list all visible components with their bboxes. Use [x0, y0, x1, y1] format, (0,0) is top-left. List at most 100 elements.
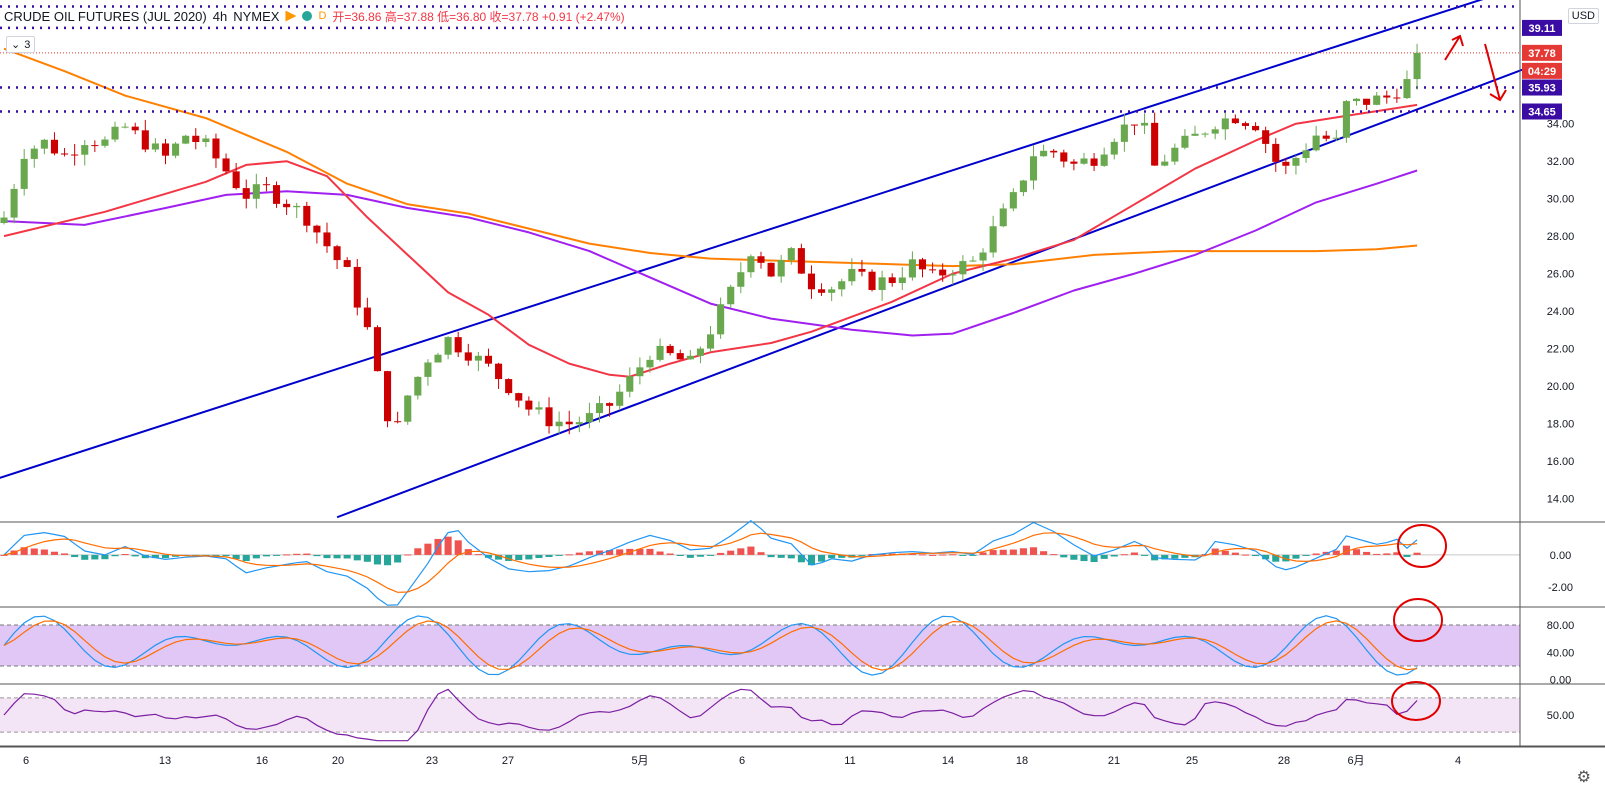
time-tick-label: 21 — [1108, 755, 1120, 767]
macd-histogram-bar — [384, 554, 392, 566]
candle-body — [1040, 150, 1048, 157]
macd-histogram-bar — [1352, 549, 1361, 555]
macd-histogram-bar — [151, 554, 159, 559]
candle-body — [40, 139, 48, 149]
stoch-tick-label: 0.00 — [1550, 675, 1571, 687]
annotation-circle — [1397, 524, 1447, 568]
candle-body — [1110, 141, 1118, 155]
candle-body — [474, 355, 482, 361]
macd-histogram-bar — [505, 554, 513, 561]
candle-body — [222, 158, 230, 172]
macd-histogram-bar — [595, 550, 604, 555]
macd-histogram-bar — [1231, 552, 1239, 555]
ohlc-values: 开=36.86 高=37.88 低=36.80 收=37.78 +0.91 (+… — [332, 9, 625, 24]
macd-histogram-bar — [404, 554, 412, 556]
macd-histogram-bar — [1181, 554, 1189, 558]
indicators-toggle[interactable]: ⌄ 3 — [6, 36, 36, 53]
time-tick-label: 6 — [739, 755, 745, 767]
macd-histogram-bar — [1413, 552, 1421, 555]
level-price-label — [1522, 19, 1562, 36]
macd-histogram-bar — [535, 554, 543, 559]
macd-histogram-bar — [121, 554, 129, 556]
macd-histogram-bar — [283, 554, 291, 556]
candle-body — [626, 376, 634, 392]
candle-body — [807, 273, 816, 290]
macd-histogram-bar — [61, 553, 69, 555]
candle-body — [1019, 180, 1027, 193]
candle-body — [1403, 79, 1411, 99]
macd-histogram-bar — [555, 554, 563, 556]
gear-icon[interactable]: ⚙ — [1576, 769, 1591, 786]
macd-histogram-bar — [585, 551, 593, 555]
macd-histogram-bar — [706, 554, 715, 556]
currency-badge[interactable]: USD — [1567, 8, 1599, 24]
candle-body — [1100, 154, 1108, 166]
candle-body — [595, 403, 604, 414]
stoch-tick-label: 80.00 — [1547, 620, 1575, 632]
candle-body — [1090, 158, 1098, 166]
candle-body — [888, 277, 896, 284]
candle-body — [384, 371, 392, 422]
macd-histogram-bar — [666, 553, 674, 555]
candle-body — [636, 367, 644, 377]
candle-body — [767, 262, 775, 277]
candle-body — [50, 139, 59, 154]
candle-body — [1383, 95, 1391, 98]
rsi-line — [3, 688, 1418, 742]
candle-body — [1141, 122, 1149, 126]
candle-body — [1272, 143, 1280, 162]
candle-body — [1191, 133, 1199, 136]
macd-histogram-bar — [1100, 554, 1108, 559]
candle-body — [939, 269, 947, 276]
macd-histogram-bar — [81, 554, 89, 560]
candle-body — [777, 260, 785, 277]
annotation-circle — [1391, 681, 1441, 721]
candle-body — [1373, 95, 1381, 105]
candle-body — [424, 362, 432, 377]
stoch-d-line — [3, 620, 1418, 671]
status-dot-icon — [302, 11, 313, 21]
macd-histogram-bar — [959, 554, 967, 556]
candle-body — [1181, 135, 1189, 148]
macd-histogram-bar — [1120, 554, 1128, 556]
time-tick-label: 11 — [844, 755, 855, 767]
candle-body — [303, 205, 311, 226]
candle-body — [918, 259, 927, 270]
macd-histogram-bar — [172, 554, 180, 557]
macd-histogram-bar — [807, 554, 816, 566]
macd-histogram-bar — [30, 548, 38, 555]
time-tick-label: 18 — [1016, 755, 1028, 767]
candle-body — [323, 232, 331, 247]
candle-body — [1009, 192, 1017, 209]
candle-body — [1080, 158, 1088, 164]
candle-body — [969, 260, 977, 262]
macd-histogram-bar — [727, 550, 735, 555]
macd-histogram-bar — [656, 551, 664, 555]
ma-slow-line — [3, 47, 1418, 268]
time-tick-label: 4 — [1455, 755, 1461, 767]
price-tick-label: 14.00 — [1547, 494, 1575, 506]
macd-histogram-bar — [394, 554, 402, 563]
candle-body — [30, 148, 38, 159]
interval-label[interactable]: 4h — [212, 8, 228, 24]
candle-body — [444, 337, 452, 355]
flag-icon[interactable] — [285, 10, 297, 22]
macd-histogram-bar — [323, 554, 331, 559]
macd-histogram-bar — [1009, 549, 1017, 555]
macd-histogram-bar — [686, 554, 694, 558]
macd-histogram-bar — [787, 554, 795, 559]
macd-histogram-bar — [1282, 554, 1290, 562]
level-price-label-text: 35.93 — [1528, 83, 1556, 95]
candle-body — [404, 395, 412, 422]
macd-histogram-bar — [929, 554, 937, 556]
delay-badge: D — [318, 10, 327, 22]
channel-lower-line — [336, 62, 1539, 519]
candle-body — [525, 400, 533, 410]
symbol-title[interactable]: CRUDE OIL FUTURES (JUL 2020) — [4, 8, 207, 24]
candle-body — [656, 345, 664, 360]
candle-body — [172, 143, 180, 156]
macd-histogram-bar — [1171, 554, 1179, 559]
time-tick-label: 13 — [159, 755, 171, 767]
last-price-label — [1522, 44, 1562, 61]
